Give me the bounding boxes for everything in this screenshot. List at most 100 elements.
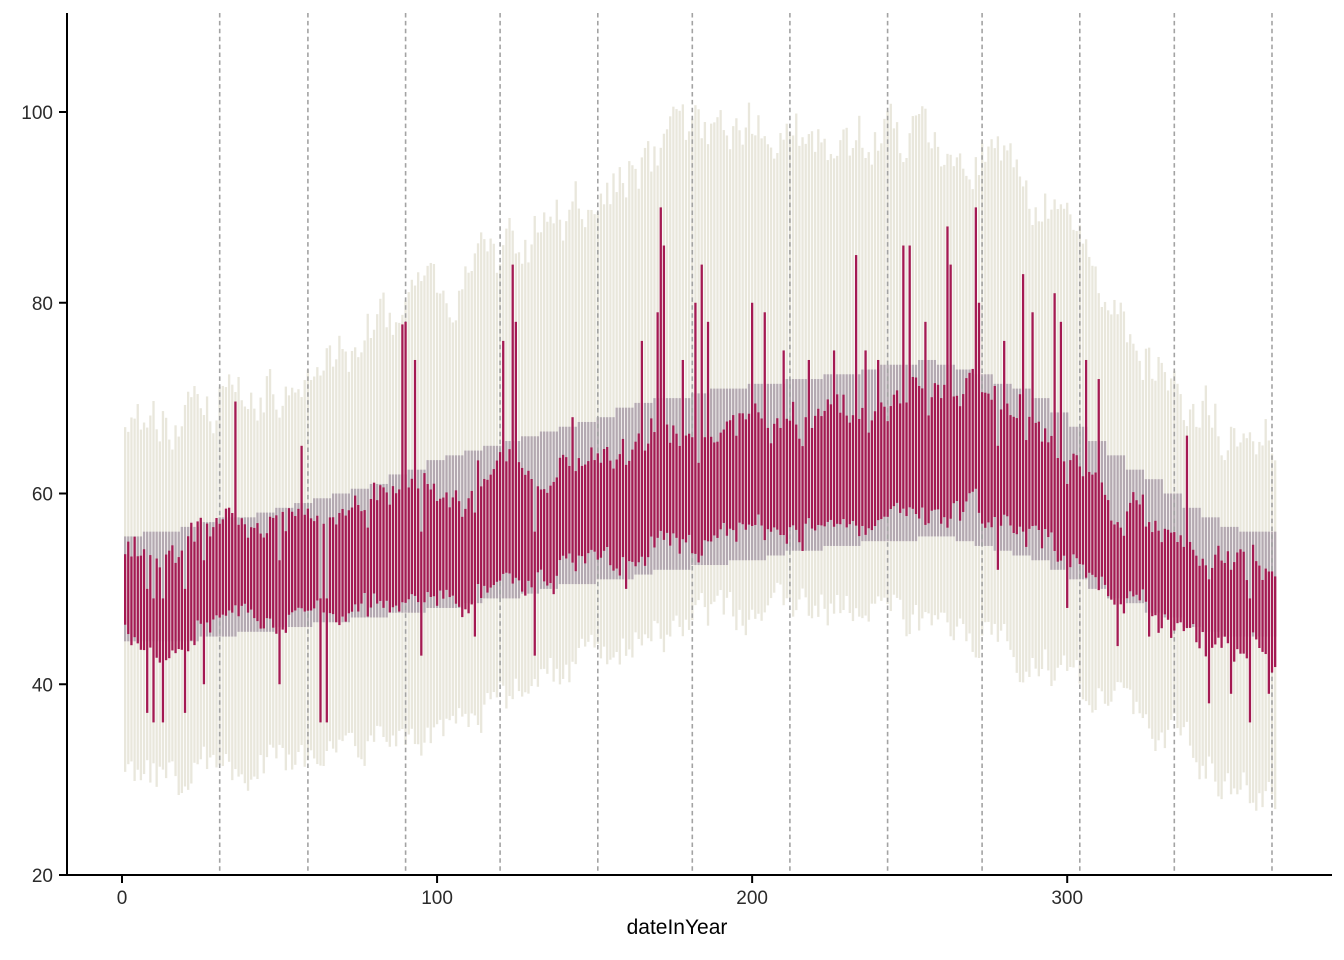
actual-range-bar (842, 394, 845, 520)
actual-range-bar (319, 598, 322, 723)
actual-range-bar (290, 511, 294, 613)
normal-range-bar (1248, 531, 1252, 637)
actual-range-bar (177, 557, 180, 650)
actual-range-bar (681, 359, 684, 540)
actual-range-bar (360, 511, 363, 604)
actual-range-bar (313, 521, 316, 609)
actual-range-bar (728, 420, 732, 529)
record-range-bar (675, 109, 678, 616)
actual-range-bar (722, 429, 725, 523)
actual-range-bar (265, 533, 269, 619)
actual-range-bar (602, 448, 606, 551)
actual-range-bar (388, 504, 391, 613)
actual-range-bar (1084, 359, 1088, 578)
actual-range-bar (700, 264, 703, 556)
actual-range-bar (760, 418, 763, 526)
actual-range-bar (1154, 520, 1157, 616)
actual-range-bar (439, 498, 442, 591)
actual-range-bar (133, 536, 136, 638)
actual-range-bar (1144, 526, 1148, 602)
record-range-bar (914, 115, 918, 606)
actual-range-bar (1251, 544, 1255, 633)
actual-range-bar (234, 401, 237, 606)
actual-range-bar (609, 460, 612, 566)
actual-range-bar (577, 458, 580, 556)
actual-range-bar (924, 321, 927, 525)
y-tick-label: 60 (32, 485, 53, 506)
actual-range-bar (473, 512, 477, 637)
actual-range-bar (1129, 502, 1132, 592)
actual-range-bar (543, 489, 546, 582)
actual-range-bar (1207, 579, 1211, 704)
record-range-bar (669, 116, 672, 637)
actual-range-bar (750, 302, 754, 526)
actual-range-bar (949, 264, 952, 519)
actual-range-bar (968, 372, 971, 494)
actual-range-bar (193, 541, 196, 646)
actual-range-bar (889, 406, 892, 509)
actual-range-bar (1021, 274, 1025, 532)
actual-range-bar (735, 435, 738, 542)
record-range-bar (757, 115, 760, 614)
actual-range-bar (259, 533, 262, 629)
actual-range-bar (665, 424, 669, 533)
actual-range-bar (549, 485, 552, 584)
y-tick-label: 100 (21, 103, 53, 124)
actual-range-bar (454, 490, 458, 604)
actual-range-bar (480, 486, 483, 598)
actual-range-bar (183, 588, 187, 713)
actual-range-bar (987, 393, 990, 523)
record-range-bar (647, 141, 650, 639)
record-range-bar (769, 147, 773, 599)
actual-range-bar (826, 399, 829, 522)
normal-range-bar (161, 531, 165, 642)
actual-range-bar (1204, 565, 1207, 657)
record-range-bar (678, 110, 681, 627)
actual-range-bar (854, 255, 858, 526)
y-tick-label: 20 (32, 866, 53, 887)
actual-range-bar (158, 567, 161, 663)
record-range-bar (845, 127, 848, 596)
actual-range-bar (675, 433, 678, 538)
actual-range-bar (574, 471, 577, 572)
actual-range-bar (662, 245, 666, 540)
actual-range-bar (867, 432, 870, 529)
actual-range-bar (930, 397, 933, 511)
actual-range-bar (716, 441, 719, 538)
actual-range-bar (902, 245, 905, 509)
actual-range-bar (205, 523, 209, 623)
actual-range-bar (1103, 494, 1107, 585)
actual-range-bar (848, 422, 851, 525)
actual-range-bar (127, 541, 130, 635)
actual-range-bar (980, 392, 984, 524)
actual-range-bar (502, 340, 505, 574)
actual-range-bar (1037, 421, 1040, 530)
actual-range-bar (268, 516, 272, 619)
actual-range-bar (1066, 483, 1069, 608)
actual-range-bar (464, 508, 467, 610)
actual-range-bar (1201, 558, 1204, 633)
x-tick-label: 300 (1051, 888, 1083, 909)
actual-range-bar (1094, 472, 1097, 578)
actual-range-bar (606, 447, 609, 547)
actual-range-bar (1147, 522, 1151, 637)
actual-range-bar (209, 536, 212, 633)
actual-range-bar (1217, 545, 1220, 638)
actual-range-bar (943, 384, 946, 518)
actual-range-bar (965, 378, 968, 502)
actual-range-bar (590, 447, 593, 550)
actual-range-bar (914, 377, 918, 514)
actual-range-bar (880, 402, 883, 520)
actual-range-bar (294, 516, 297, 611)
actual-range-bar (146, 588, 149, 713)
actual-range-bar (1214, 554, 1217, 645)
actual-range-bar (618, 454, 621, 576)
normal-range-bars (124, 359, 1277, 642)
actual-range-bar (1012, 416, 1015, 533)
actual-range-bar (1179, 535, 1182, 623)
actual-range-bar (155, 558, 158, 658)
actual-range-bar (596, 453, 599, 560)
x-axis-title: dateInYear (626, 916, 728, 939)
record-range-bar (687, 131, 691, 630)
actual-range-bar (571, 417, 574, 563)
